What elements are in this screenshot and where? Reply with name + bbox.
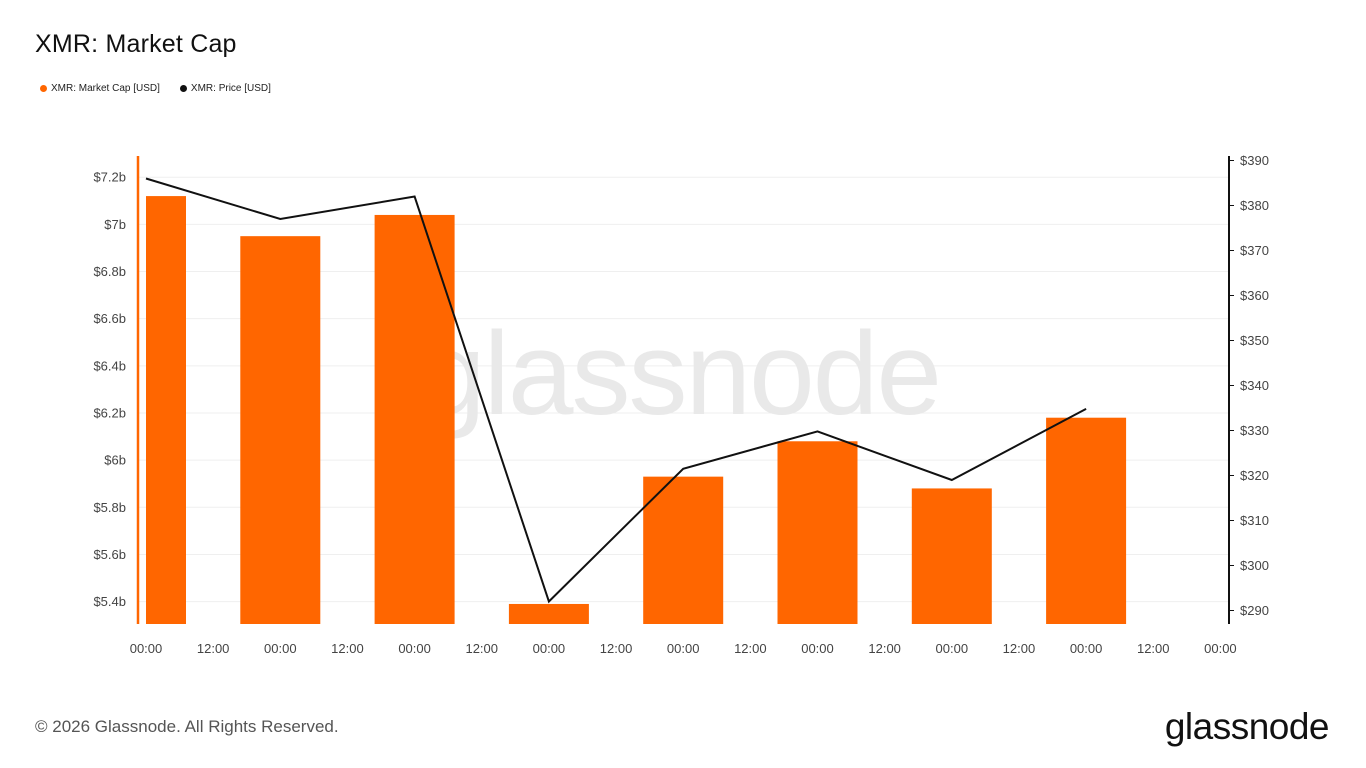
x-tick-label: 00:00: [398, 641, 431, 656]
x-tick-label: 12:00: [465, 641, 498, 656]
right-tick-label: $310: [1240, 513, 1269, 528]
bar: [643, 476, 724, 624]
left-axis-ticks: $5.4b $5.6b $5.8b $6b $6.2b $6.4b $6.6b $6.8b $7…: [93, 170, 126, 609]
bar: [374, 214, 455, 624]
x-tick-label: 12:00: [331, 641, 364, 656]
x-tick-label: 00:00: [533, 641, 566, 656]
copyright-footer: © 2026 Glassnode. All Rights Reserved.: [35, 717, 339, 736]
right-tick-label: $300: [1240, 558, 1269, 573]
legend-label-price: XMR: Price [USD]: [190, 83, 271, 94]
watermark-text: glassnode: [420, 308, 940, 440]
left-tick-label: $6.8b: [93, 264, 126, 279]
chart-title: XMR: Market Cap: [35, 30, 237, 58]
x-axis-ticks: 00:00 12:00 00:00 12:00 00:00 12:00 00:00 12:00…: [130, 641, 1237, 656]
x-tick-label: 00:00: [130, 641, 163, 656]
legend-item-price[interactable]: XMR: Price [USD]: [179, 83, 271, 94]
x-tick-label: 00:00: [1070, 641, 1103, 656]
x-tick-label: 00:00: [1204, 641, 1237, 656]
left-tick-label: $6b: [104, 453, 126, 468]
right-tick-label: $370: [1240, 243, 1269, 258]
legend-label-market-cap: XMR: Market Cap [USD]: [51, 83, 160, 94]
bar: [1046, 417, 1127, 624]
bar: [240, 236, 321, 625]
x-tick-label: 12:00: [1137, 641, 1170, 656]
bar: [146, 196, 186, 624]
left-tick-label: $5.4b: [93, 594, 126, 609]
x-tick-label: 00:00: [801, 641, 834, 656]
x-tick-label: 12:00: [734, 641, 767, 656]
left-tick-label: $6.2b: [93, 405, 126, 420]
left-tick-label: $7b: [104, 217, 126, 232]
bar: [911, 488, 992, 624]
bar-series-market-cap: [146, 196, 1127, 625]
legend: XMR: Market Cap [USD] XMR: Price [USD]: [40, 83, 271, 94]
legend-dot-market-cap: [40, 85, 47, 92]
left-tick-label: $5.8b: [93, 500, 126, 515]
bar: [508, 603, 589, 624]
x-tick-label: 00:00: [264, 641, 297, 656]
x-tick-label: 12:00: [197, 641, 230, 656]
legend-dot-price: [179, 85, 187, 92]
right-tick-label: $290: [1240, 603, 1269, 618]
legend-item-market-cap[interactable]: XMR: Market Cap [USD]: [40, 83, 160, 94]
right-tick-label: $330: [1240, 423, 1269, 438]
glassnode-logo: glassnode: [1164, 706, 1330, 747]
bar: [777, 441, 858, 624]
left-tick-label: $7.2b: [93, 170, 126, 185]
x-tick-label: 12:00: [600, 641, 633, 656]
right-tick-label: $320: [1240, 468, 1269, 483]
right-tick-label: $350: [1240, 333, 1269, 348]
x-tick-label: 12:00: [868, 641, 901, 656]
x-tick-label: 12:00: [1003, 641, 1036, 656]
left-tick-label: $5.6b: [93, 547, 126, 562]
right-tick-label: $390: [1240, 153, 1269, 168]
right-tick-label: $360: [1240, 288, 1269, 303]
price-line: [145, 177, 1087, 604]
right-tick-label: $340: [1240, 378, 1269, 393]
right-axis-ticks: $290 $300 $310 $320 $330 $340 $350 $360 $370 $380…: [1229, 153, 1269, 618]
right-tick-label: $380: [1240, 198, 1269, 213]
axes: [136, 156, 1230, 624]
left-tick-label: $6.4b: [93, 358, 126, 373]
x-tick-label: 00:00: [667, 641, 700, 656]
x-tick-label: 00:00: [936, 641, 969, 656]
line-series-price: [145, 177, 1087, 604]
left-tick-label: $6.6b: [93, 311, 126, 326]
